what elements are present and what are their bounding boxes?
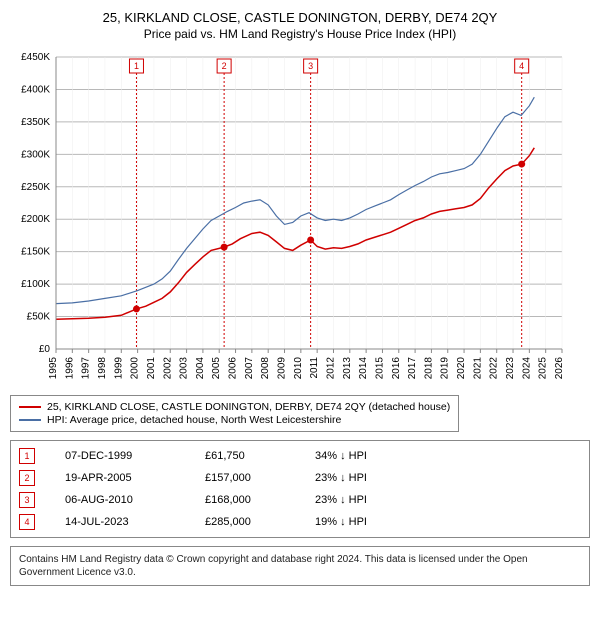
svg-text:£50K: £50K [27, 312, 51, 323]
svg-text:2024: 2024 [521, 357, 532, 380]
svg-text:£150K: £150K [21, 247, 50, 258]
svg-text:2015: 2015 [374, 357, 385, 380]
sales-row: 2 19-APR-2005£157,00023% ↓ HPI [19, 467, 581, 489]
svg-text:£450K: £450K [21, 52, 50, 63]
svg-text:2023: 2023 [505, 357, 516, 380]
sale-index-badge: 2 [19, 470, 35, 486]
svg-text:2019: 2019 [440, 357, 451, 380]
svg-text:3: 3 [308, 61, 313, 71]
sales-row: 3 06-AUG-2010£168,00023% ↓ HPI [19, 489, 581, 511]
svg-text:4: 4 [519, 61, 524, 71]
svg-text:2002: 2002 [162, 357, 173, 380]
title-line1: 25, KIRKLAND CLOSE, CASTLE DONINGTON, DE… [10, 10, 590, 25]
chart-header: 25, KIRKLAND CLOSE, CASTLE DONINGTON, DE… [10, 10, 590, 41]
svg-text:2014: 2014 [358, 357, 369, 380]
svg-text:1999: 1999 [113, 357, 124, 380]
svg-text:1998: 1998 [97, 357, 108, 380]
sale-delta: 34% ↓ HPI [315, 450, 425, 462]
legend-item: HPI: Average price, detached house, Nort… [19, 414, 450, 426]
svg-text:2003: 2003 [179, 357, 190, 380]
svg-text:2009: 2009 [277, 357, 288, 380]
svg-text:2: 2 [222, 61, 227, 71]
svg-text:£100K: £100K [21, 279, 50, 290]
svg-text:2021: 2021 [472, 357, 483, 380]
svg-text:£300K: £300K [21, 149, 50, 160]
svg-text:2001: 2001 [146, 357, 157, 380]
sale-date: 06-AUG-2010 [65, 494, 205, 506]
svg-text:2006: 2006 [228, 357, 239, 380]
legend-label: 25, KIRKLAND CLOSE, CASTLE DONINGTON, DE… [47, 401, 450, 413]
line-chart: £0 £50K £100K £150K £200K £250K £300K £350K £400… [10, 49, 570, 389]
sales-row: 4 14-JUL-2023£285,00019% ↓ HPI [19, 511, 581, 533]
svg-text:2008: 2008 [260, 357, 271, 380]
legend-label: HPI: Average price, detached house, Nort… [47, 414, 341, 426]
svg-text:2011: 2011 [309, 357, 320, 379]
sales-table: 1 07-DEC-1999£61,75034% ↓ HPI 2 19-APR-2005… [10, 440, 590, 538]
title-line2: Price paid vs. HM Land Registry's House … [10, 27, 590, 41]
svg-text:£250K: £250K [21, 182, 50, 193]
sale-price: £157,000 [205, 472, 315, 484]
svg-text:1996: 1996 [64, 357, 75, 380]
sale-price: £285,000 [205, 516, 315, 528]
sale-index-badge: 4 [19, 514, 35, 530]
svg-text:1995: 1995 [48, 357, 59, 380]
svg-text:2005: 2005 [211, 357, 222, 380]
sale-index-badge: 3 [19, 492, 35, 508]
sale-delta: 19% ↓ HPI [315, 516, 425, 528]
sale-delta: 23% ↓ HPI [315, 472, 425, 484]
svg-text:2026: 2026 [554, 357, 565, 380]
svg-text:2007: 2007 [244, 357, 255, 380]
svg-text:2022: 2022 [489, 357, 500, 380]
sale-date: 14-JUL-2023 [65, 516, 205, 528]
svg-text:1997: 1997 [81, 357, 92, 380]
legend: 25, KIRKLAND CLOSE, CASTLE DONINGTON, DE… [10, 395, 459, 432]
sale-price: £168,000 [205, 494, 315, 506]
svg-text:2010: 2010 [293, 357, 304, 380]
svg-text:2012: 2012 [325, 357, 336, 380]
svg-text:2004: 2004 [195, 357, 206, 380]
svg-text:2018: 2018 [423, 357, 434, 380]
svg-text:£200K: £200K [21, 214, 50, 225]
sales-row: 1 07-DEC-1999£61,75034% ↓ HPI [19, 445, 581, 467]
svg-text:2016: 2016 [391, 357, 402, 380]
svg-text:£400K: £400K [21, 84, 50, 95]
legend-swatch [19, 406, 41, 408]
svg-text:2020: 2020 [456, 357, 467, 380]
svg-text:1: 1 [134, 61, 139, 71]
svg-text:£350K: £350K [21, 117, 50, 128]
sale-date: 07-DEC-1999 [65, 450, 205, 462]
svg-text:2025: 2025 [538, 357, 549, 380]
legend-swatch [19, 419, 41, 421]
svg-text:£0: £0 [39, 344, 51, 355]
svg-text:2000: 2000 [130, 357, 141, 380]
svg-text:2017: 2017 [407, 357, 418, 380]
sale-delta: 23% ↓ HPI [315, 494, 425, 506]
footnote: Contains HM Land Registry data © Crown c… [10, 546, 590, 586]
legend-item: 25, KIRKLAND CLOSE, CASTLE DONINGTON, DE… [19, 401, 450, 413]
chart-area: £0 £50K £100K £150K £200K £250K £300K £350K £400… [10, 49, 590, 389]
svg-text:2013: 2013 [342, 357, 353, 380]
sale-price: £61,750 [205, 450, 315, 462]
sale-date: 19-APR-2005 [65, 472, 205, 484]
sale-index-badge: 1 [19, 448, 35, 464]
